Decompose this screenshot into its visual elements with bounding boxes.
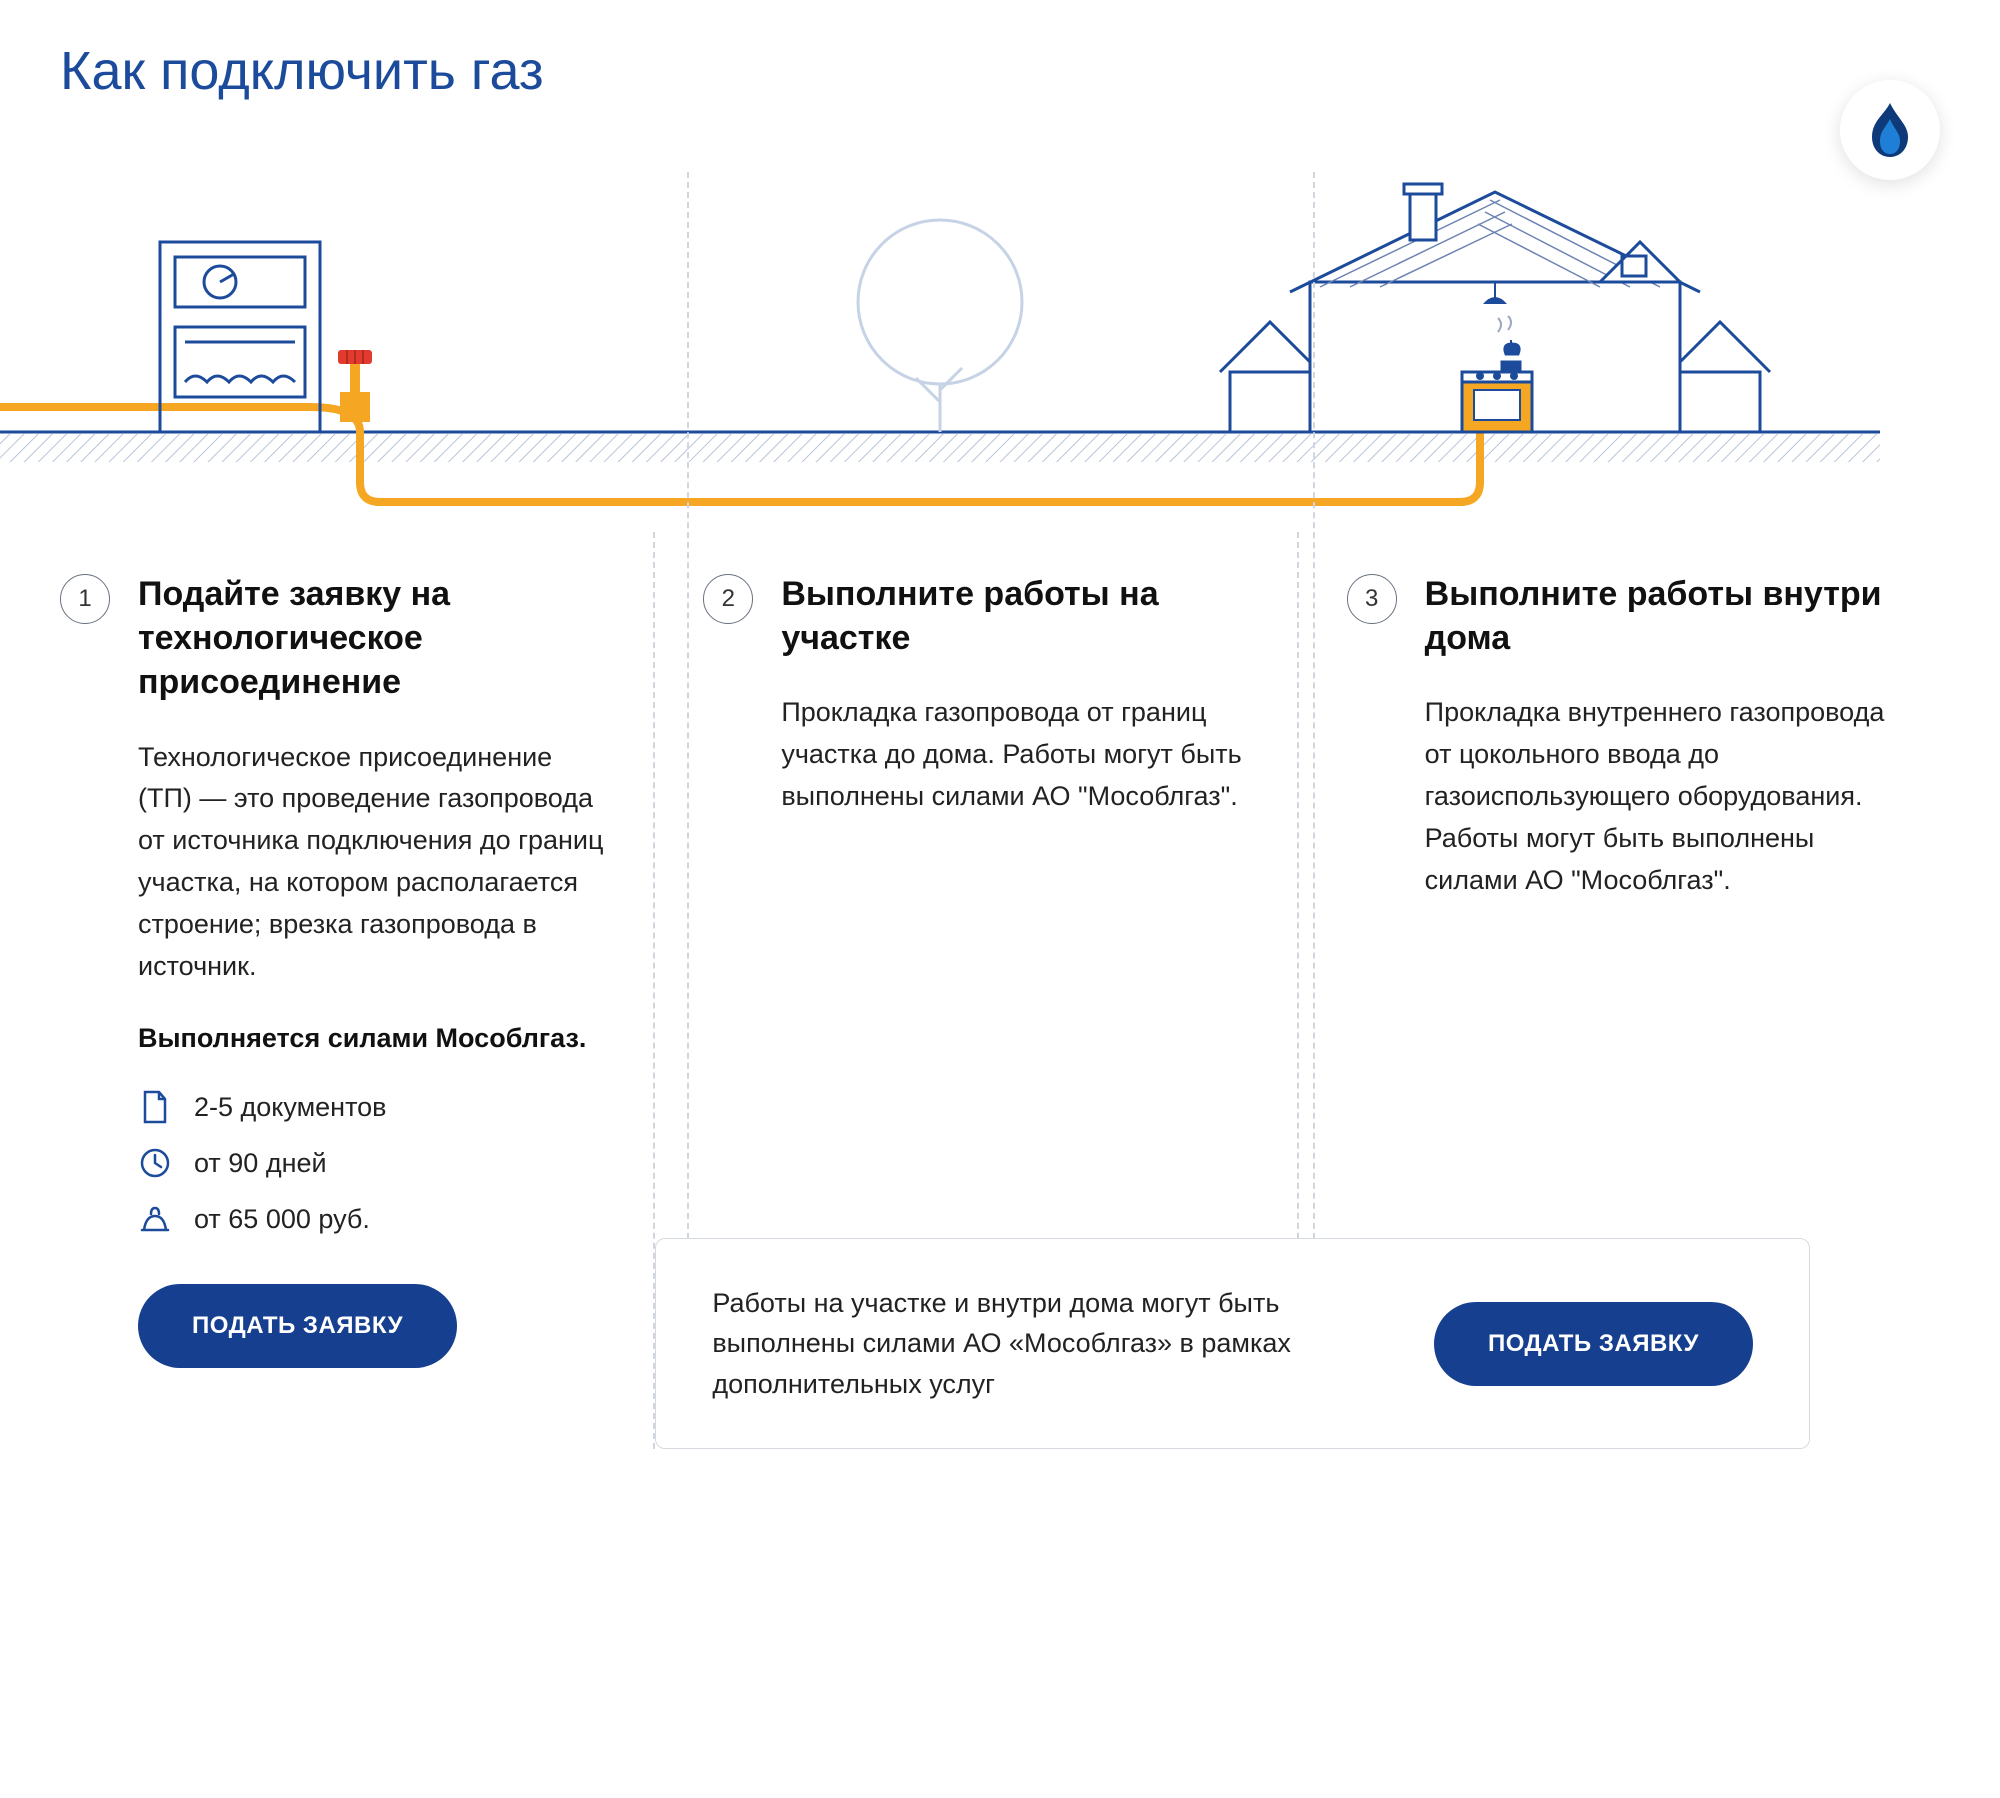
- step-meta-list: 2-5 документов от 90 дней от 65 000 руб.: [138, 1090, 613, 1236]
- step-description: Прокладка внутреннего газопровода от цок…: [1425, 692, 1900, 901]
- meta-text: 2-5 документов: [194, 1092, 387, 1123]
- step-number: 2: [703, 574, 753, 624]
- meta-days: от 90 дней: [138, 1146, 613, 1180]
- step-number: 3: [1347, 574, 1397, 624]
- money-icon: [138, 1202, 172, 1236]
- submit-application-button[interactable]: ПОДАТЬ ЗАЯВКУ: [138, 1284, 457, 1368]
- step-2: 2 Выполните работы на участке Прокладка …: [653, 532, 1296, 1449]
- meta-text: от 90 дней: [194, 1148, 327, 1179]
- meta-price: от 65 000 руб.: [138, 1202, 613, 1236]
- extra-services-cta: Работы на участке и внутри дома могут бы…: [655, 1238, 1810, 1450]
- valve-icon: [338, 350, 372, 422]
- step-note: Выполняется силами Мособлгаз.: [138, 1018, 613, 1059]
- cta-submit-button[interactable]: ПОДАТЬ ЗАЯВКУ: [1434, 1302, 1753, 1386]
- meta-text: от 65 000 руб.: [194, 1204, 370, 1235]
- document-icon: [138, 1090, 172, 1124]
- step-title: Подайте заявку на технологическое присое…: [138, 572, 613, 705]
- clock-icon: [138, 1146, 172, 1180]
- house-icon: [1220, 184, 1770, 432]
- step-1: 1 Подайте заявку на технологическое прис…: [60, 532, 653, 1449]
- steps-row: 1 Подайте заявку на технологическое прис…: [60, 532, 1940, 1449]
- page-title: Как подключить газ: [60, 40, 1940, 102]
- tree-icon: [858, 220, 1022, 432]
- step-description: Технологическое присоединение (ТП) — это…: [138, 737, 613, 988]
- step-title: Выполните работы внутри дома: [1425, 572, 1900, 660]
- step-description: Прокладка газопровода от границ участка …: [781, 692, 1256, 818]
- meta-documents: 2-5 документов: [138, 1090, 613, 1124]
- step-number: 1: [60, 574, 110, 624]
- cta-text: Работы на участке и внутри дома могут бы…: [712, 1283, 1384, 1405]
- step-title: Выполните работы на участке: [781, 572, 1256, 660]
- connection-diagram: [0, 132, 1880, 532]
